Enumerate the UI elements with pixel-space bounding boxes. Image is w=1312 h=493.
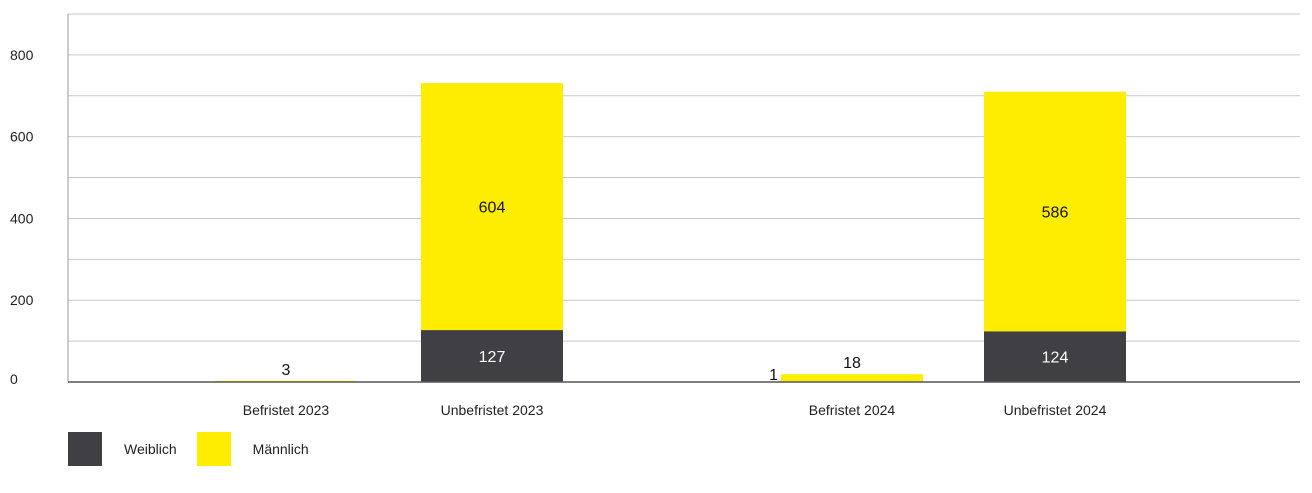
y-tick-label: 400: [10, 210, 34, 226]
y-tick-label: 0: [10, 371, 18, 387]
data-labels: 3 127 604 1 18 124 586: [282, 200, 1069, 384]
bar-segment: [781, 374, 923, 382]
x-category-label: Unbefristet 2024: [1004, 402, 1107, 418]
bars: [215, 83, 1126, 382]
legend-item-maennlich: Männlich: [196, 432, 309, 466]
bar-segment: [421, 330, 563, 382]
data-label: 3: [282, 362, 291, 379]
y-tick-label: 600: [10, 129, 34, 145]
data-label: 124: [1042, 350, 1069, 367]
x-category-label: Unbefristet 2023: [441, 402, 544, 418]
legend-swatch-maennlich: [196, 432, 231, 466]
legend-item-weiblich: Weiblich: [68, 432, 177, 466]
data-label: 586: [1042, 204, 1069, 221]
gridlines: [68, 13, 1300, 342]
bar-segment: [421, 83, 563, 331]
data-label: 1: [769, 367, 778, 384]
bar-segment: [984, 91, 1126, 332]
chart-legend: Weiblich Männlich: [68, 432, 329, 466]
data-label: 18: [843, 355, 861, 372]
data-label: 604: [479, 200, 506, 217]
data-label: 127: [479, 349, 506, 366]
stacked-bar-chart: 0 200 400 600 800 3 127 604 1 18 124 586 Befristet…: [10, 13, 1300, 418]
y-axis: 0 200 400 600 800: [10, 14, 69, 387]
legend-label-weiblich: Weiblich: [124, 441, 177, 457]
x-category-label: Befristet 2024: [809, 402, 896, 418]
bar-segment: [984, 331, 1126, 382]
legend-label-maennlich: Männlich: [252, 441, 309, 457]
x-category-label: Befristet 2023: [243, 402, 330, 418]
legend-swatch-weiblich: [68, 432, 102, 466]
y-tick-label: 200: [10, 292, 34, 308]
x-axis: Befristet 2023 Unbefristet 2023 Befristet …: [68, 381, 1300, 418]
y-tick-label: 800: [10, 47, 34, 63]
